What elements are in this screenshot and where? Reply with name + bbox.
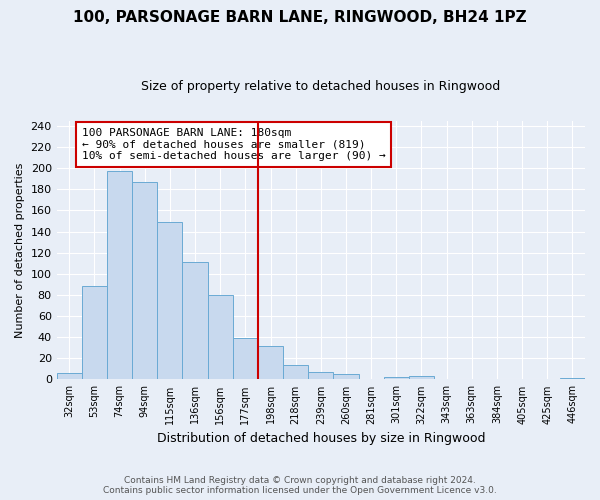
- Title: Size of property relative to detached houses in Ringwood: Size of property relative to detached ho…: [141, 80, 500, 93]
- Bar: [208, 295, 233, 380]
- Text: 100 PARSONAGE BARN LANE: 180sqm
← 90% of detached houses are smaller (819)
10% o: 100 PARSONAGE BARN LANE: 180sqm ← 90% of…: [82, 128, 386, 161]
- Bar: [258, 346, 283, 380]
- Bar: [82, 286, 107, 380]
- Bar: [283, 364, 308, 380]
- Bar: [409, 376, 434, 380]
- Bar: [157, 222, 182, 380]
- Bar: [308, 372, 334, 380]
- Y-axis label: Number of detached properties: Number of detached properties: [15, 162, 25, 338]
- Bar: [56, 373, 82, 380]
- Bar: [384, 378, 409, 380]
- Bar: [334, 374, 359, 380]
- Text: 100, PARSONAGE BARN LANE, RINGWOOD, BH24 1PZ: 100, PARSONAGE BARN LANE, RINGWOOD, BH24…: [73, 10, 527, 25]
- Bar: [233, 338, 258, 380]
- X-axis label: Distribution of detached houses by size in Ringwood: Distribution of detached houses by size …: [157, 432, 485, 445]
- Text: Contains HM Land Registry data © Crown copyright and database right 2024.
Contai: Contains HM Land Registry data © Crown c…: [103, 476, 497, 495]
- Bar: [132, 182, 157, 380]
- Bar: [107, 172, 132, 380]
- Bar: [182, 262, 208, 380]
- Bar: [560, 378, 585, 380]
